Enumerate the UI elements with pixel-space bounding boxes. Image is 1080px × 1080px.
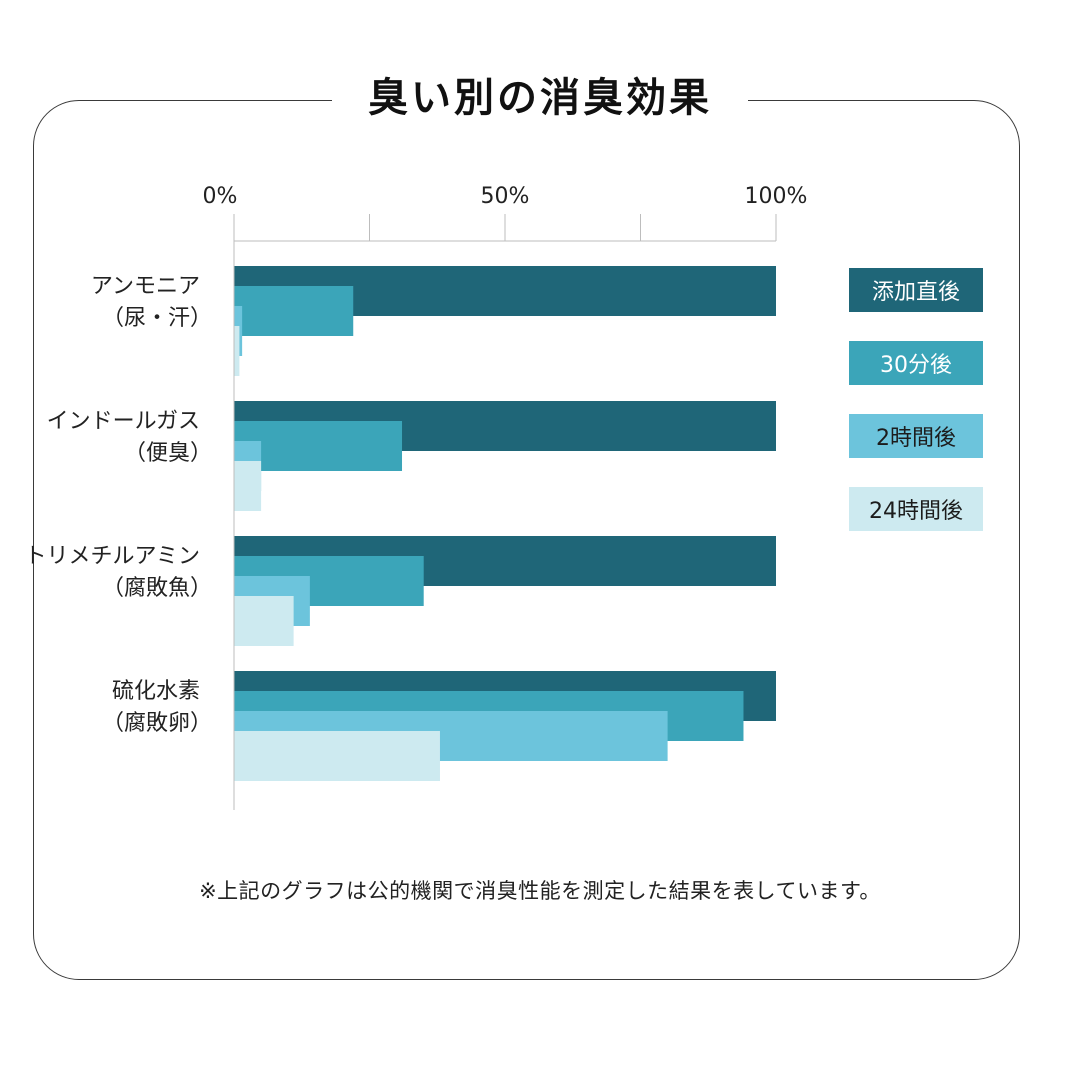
category-label: （便臭） [124,441,212,466]
bar [234,421,403,471]
bar [234,326,240,376]
legend-item-series-1: 添加直後 [849,268,983,312]
legend-label: 30分後 [880,353,952,378]
legend: 添加直後 30分後 2時間後 24時間後 [849,268,983,560]
footnote: ※上記のグラフは公的機関で消臭性能を測定した結果を表しています。 [199,879,881,903]
category-label: トリメチルアミン [24,544,200,569]
legend-item-series-2: 30分後 [849,341,983,385]
legend-label: 添加直後 [871,280,960,305]
bar [234,731,440,781]
bar [234,286,354,336]
category-label: （尿・汗） [102,306,212,331]
category-label: 硫化水素 [112,679,200,704]
category-label: インドールガス [47,409,200,434]
legend-item-series-3: 2時間後 [849,414,983,458]
category-label: （腐敗卵） [102,711,212,736]
legend-label: 24時間後 [869,499,963,524]
x-tick-label: 100% [745,184,808,209]
x-tick-label: 0% [203,184,238,209]
title-container: 臭い別の消臭効果 [0,68,1080,128]
bar [234,461,262,511]
category-label: （腐敗魚） [102,576,212,601]
x-tick-label: 50% [481,184,530,209]
category-label: アンモニア [91,274,200,299]
legend-item-series-4: 24時間後 [849,487,983,531]
chart-title: 臭い別の消臭効果 [332,68,748,128]
bar [234,596,294,646]
legend-label: 2時間後 [876,426,956,451]
